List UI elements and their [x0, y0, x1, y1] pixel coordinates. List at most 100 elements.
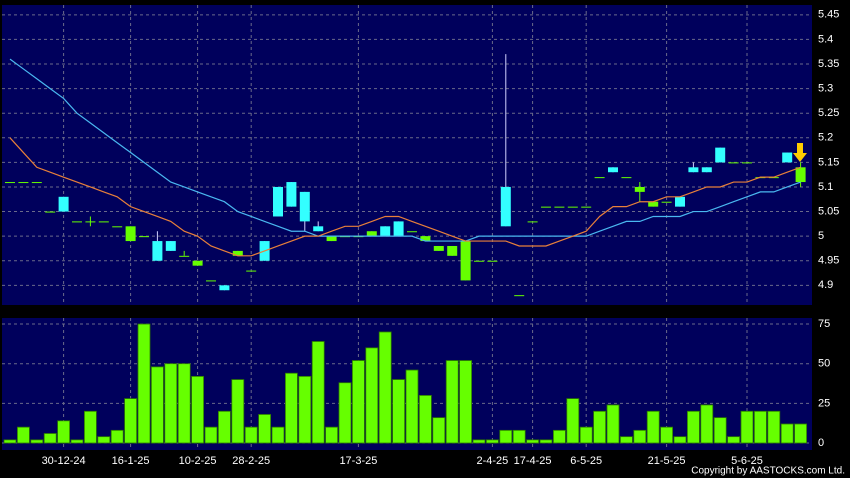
candle-body	[366, 231, 377, 237]
volume-bar	[392, 379, 406, 444]
volume-bar	[177, 363, 191, 444]
candle-body	[31, 182, 42, 184]
volume-bar	[432, 417, 446, 444]
candle-body	[554, 206, 565, 208]
candle-body	[286, 182, 297, 207]
y-tick-label: 5.2	[818, 132, 833, 144]
candle-body	[621, 177, 632, 179]
volume-bar	[70, 439, 84, 444]
volume-bar	[445, 360, 459, 444]
volume-bar	[43, 433, 57, 444]
y-tick-label: 25	[818, 397, 830, 409]
candle-body	[688, 167, 699, 173]
volume-bar	[673, 436, 687, 444]
volume-bar	[459, 360, 473, 444]
candle-body	[782, 152, 793, 163]
volume-bar	[553, 429, 566, 444]
volume-bar	[539, 439, 553, 444]
y-tick-label: 4.9	[818, 279, 833, 291]
candle-body	[326, 236, 337, 242]
candle-body	[474, 260, 484, 262]
volume-bar	[30, 439, 44, 444]
x-tick-label: 17-4-25	[514, 455, 552, 467]
volume-bar	[472, 439, 486, 444]
volume-bar	[338, 382, 352, 444]
volume-bar	[191, 375, 205, 444]
candle-body	[433, 245, 444, 251]
candle-body	[313, 226, 324, 232]
y-tick-label: 4.95	[818, 255, 839, 267]
y-tick-label: 50	[818, 358, 830, 370]
volume-bar	[325, 426, 339, 444]
volume-bar	[284, 372, 298, 444]
volume-bar	[204, 426, 218, 444]
volume-bar	[579, 426, 593, 444]
candle-body	[112, 226, 123, 228]
volume-bar	[150, 366, 164, 444]
candle-body	[661, 201, 672, 203]
volume-bar	[646, 410, 660, 444]
x-tick-label: 21-5-25	[648, 455, 686, 467]
volume-bar	[311, 341, 325, 444]
copyright: Copyright by AASTOCKS.com Ltd.	[691, 466, 845, 477]
volume-bar	[137, 323, 151, 444]
volume-bar	[351, 360, 365, 444]
x-tick-label: 10-2-25	[179, 455, 217, 467]
volume-bar	[231, 379, 245, 444]
volume-bar	[378, 331, 392, 444]
volume-bar	[740, 410, 754, 444]
candle-body	[487, 260, 498, 262]
candle-body	[246, 270, 257, 272]
candle-body	[608, 167, 618, 173]
x-tick-label: 17-3-25	[339, 455, 377, 467]
candle-body	[795, 167, 806, 183]
y-tick-label: 5.35	[818, 58, 839, 70]
volume-bar	[164, 363, 178, 444]
volume-bar	[258, 414, 272, 444]
candle-body	[514, 295, 525, 297]
volume-bar	[110, 429, 124, 444]
y-tick-label: 5.15	[818, 156, 839, 168]
candle-body	[581, 206, 592, 208]
candle-body	[45, 211, 56, 213]
volume-bar	[271, 426, 285, 444]
volume-bar	[593, 410, 606, 444]
candle-body	[179, 255, 190, 257]
volume-bar	[499, 429, 513, 444]
candle-body	[380, 226, 391, 237]
candle-body	[125, 226, 136, 242]
x-tick-label: 5-6-25	[731, 455, 763, 467]
x-tick-label: 30-12-24	[42, 455, 86, 467]
candle-body	[407, 231, 417, 233]
candle-body	[58, 196, 69, 212]
candle-body	[701, 167, 712, 173]
volume-bar	[633, 429, 647, 444]
y-tick-label: 5.45	[818, 9, 839, 21]
candle-body	[192, 260, 203, 266]
volume-bar	[84, 410, 97, 444]
candle-body	[393, 221, 404, 237]
candle-body	[139, 236, 149, 238]
volume-bar	[365, 347, 379, 444]
candle-body	[5, 182, 15, 184]
candle-body	[420, 236, 431, 242]
y-tick-label: 5.1	[818, 181, 833, 193]
y-tick-label: 5	[818, 230, 824, 242]
candle-body	[648, 201, 659, 207]
candle-body	[219, 285, 230, 291]
y-tick-label: 75	[818, 318, 830, 330]
candle-body	[567, 206, 578, 208]
volume-bar	[512, 429, 526, 444]
x-tick-label: 16-1-25	[112, 455, 150, 467]
candle-body	[500, 186, 511, 227]
candle-body	[85, 221, 96, 223]
volume-bar	[16, 426, 30, 444]
candle-body	[299, 191, 310, 222]
volume-bar	[3, 439, 17, 444]
candle-body	[728, 162, 739, 164]
candle-body	[98, 221, 109, 223]
moving-average-line	[9, 137, 801, 257]
candle-body	[527, 221, 538, 223]
volume-bar	[780, 423, 794, 444]
